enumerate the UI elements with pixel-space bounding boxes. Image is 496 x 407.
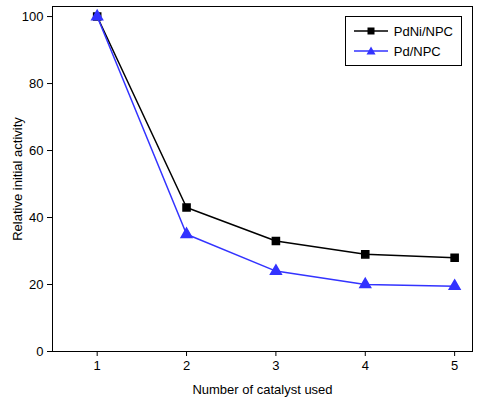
svg-text:2: 2: [183, 358, 190, 373]
svg-text:60: 60: [29, 143, 43, 158]
svg-text:40: 40: [29, 210, 43, 225]
svg-text:1: 1: [94, 358, 101, 373]
svg-text:4: 4: [362, 358, 369, 373]
svg-text:100: 100: [22, 9, 44, 24]
svg-text:3: 3: [272, 358, 279, 373]
svg-text:20: 20: [29, 277, 43, 292]
svg-text:Number of catalyst used: Number of catalyst used: [192, 382, 332, 397]
svg-text:80: 80: [29, 76, 43, 91]
svg-text:5: 5: [451, 358, 458, 373]
html-text:PdNi/NPC: PdNi/NPC: [393, 23, 453, 39]
html-text:Pd/NPC: Pd/NPC: [393, 43, 441, 59]
svg-text:Relative initial activity: Relative initial activity: [10, 117, 25, 241]
svg-text:0: 0: [36, 344, 43, 359]
